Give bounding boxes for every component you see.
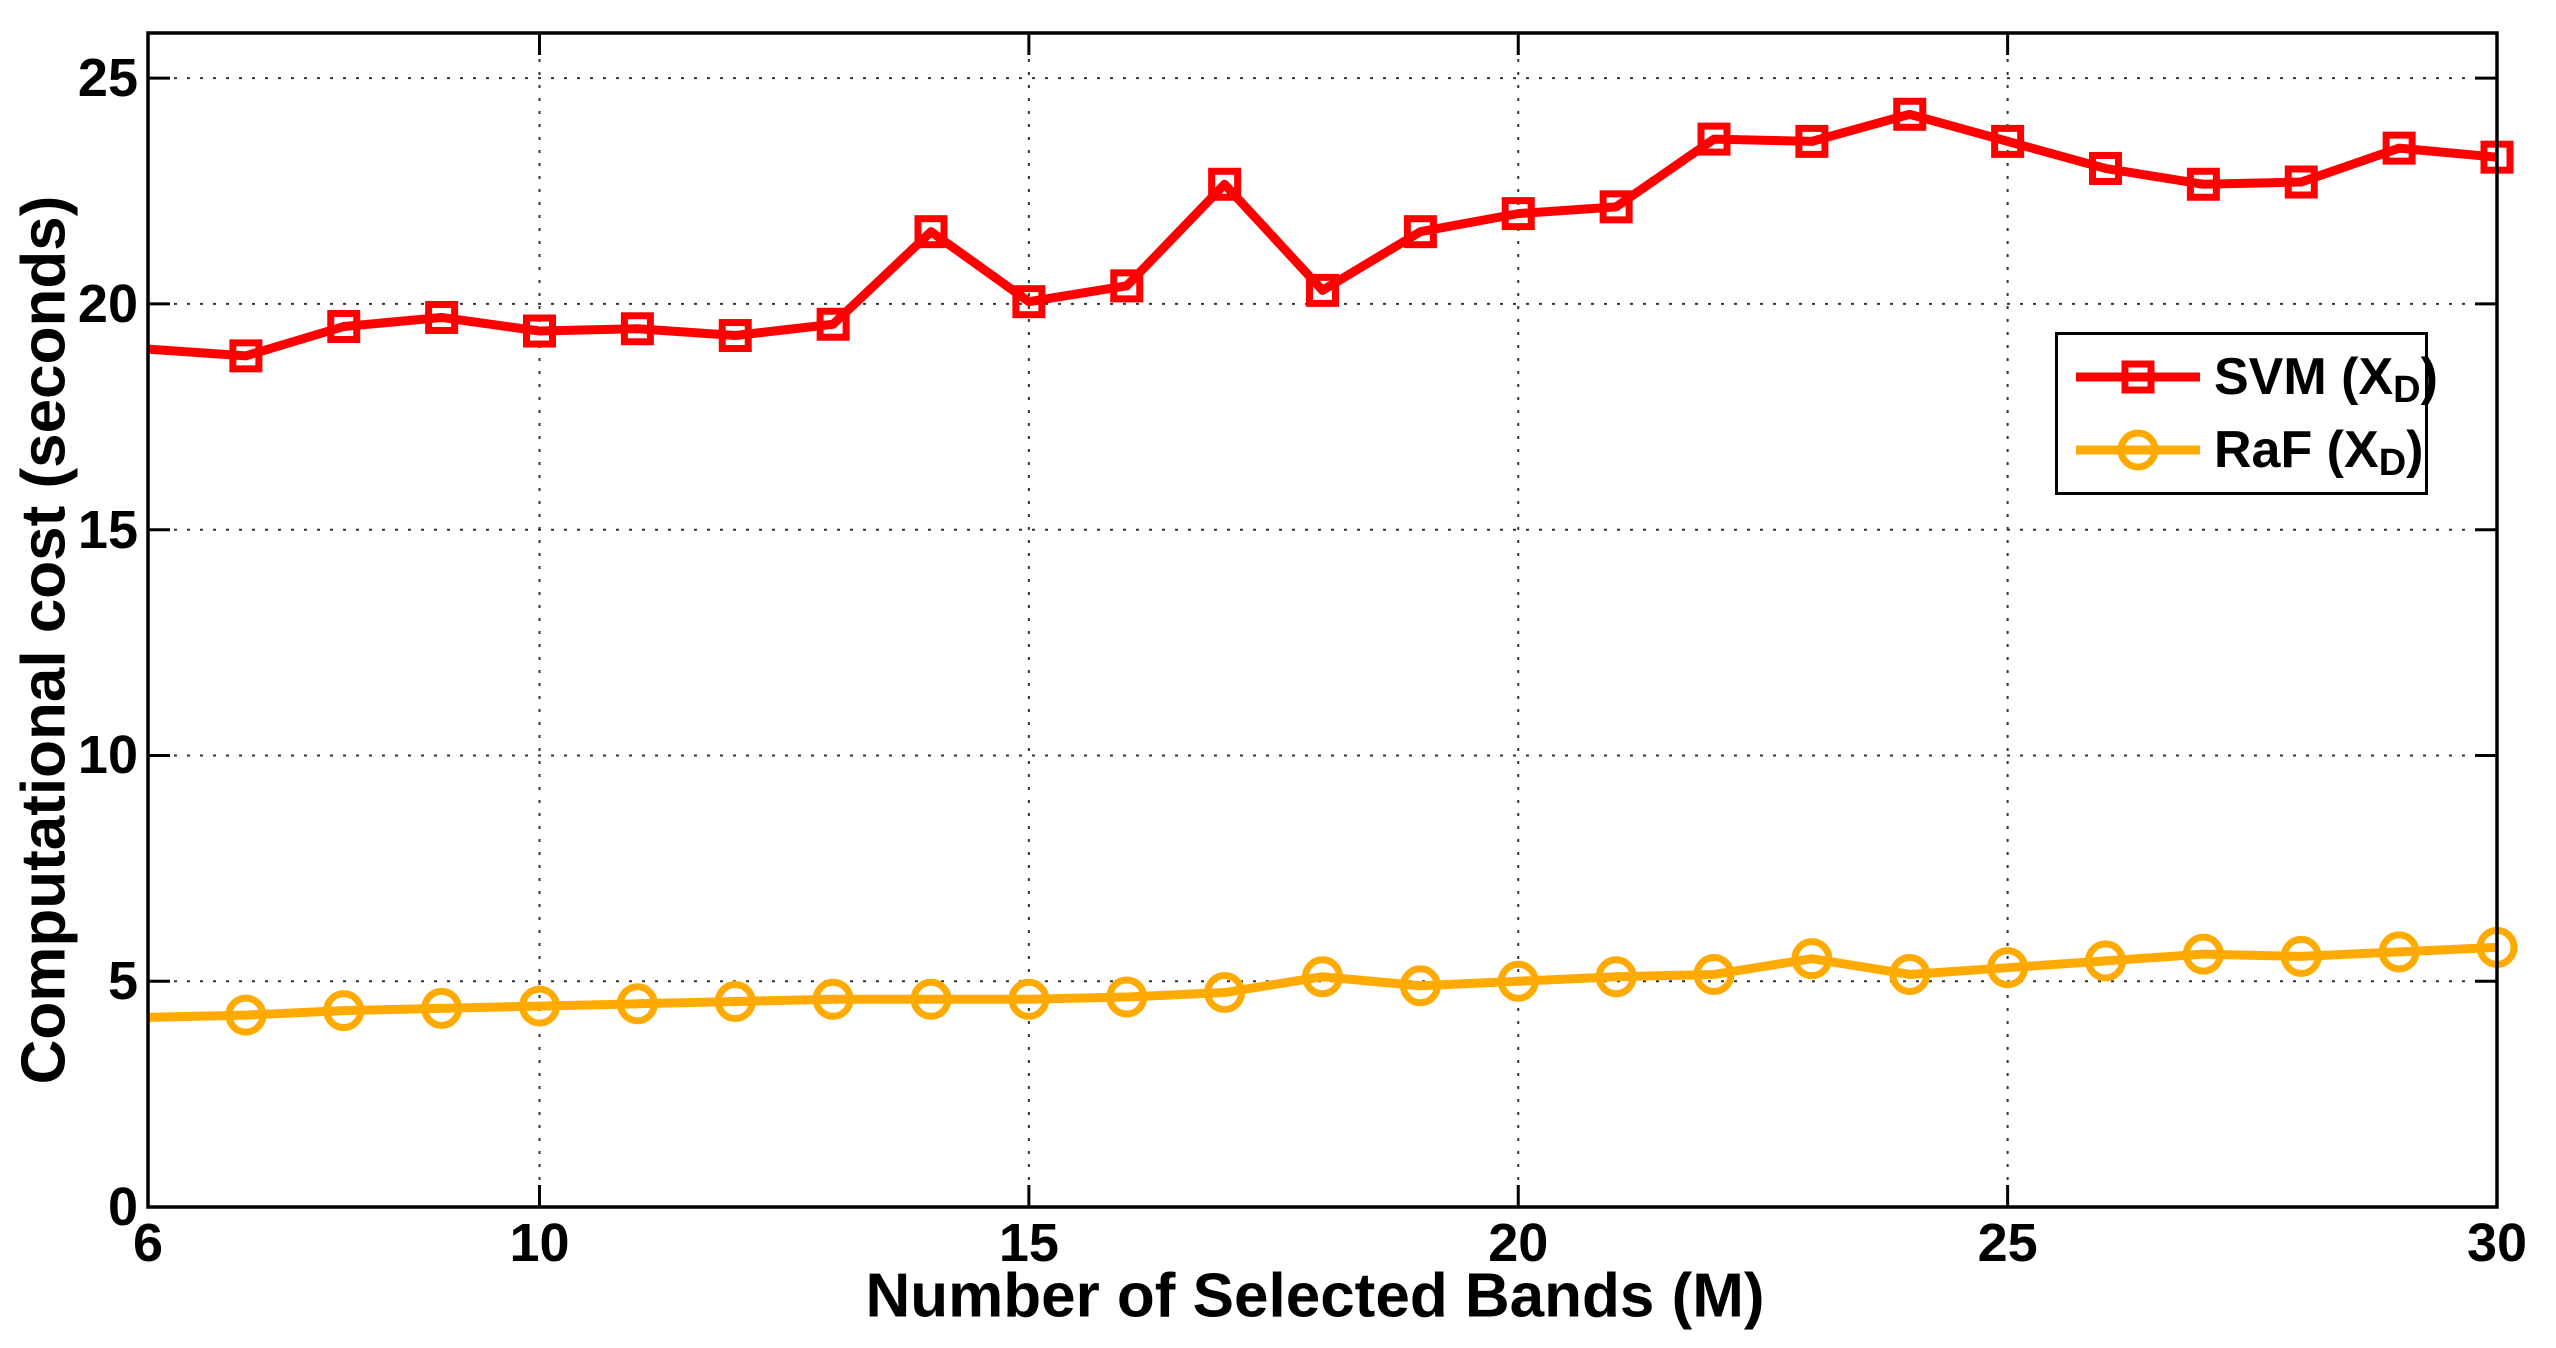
y-tick-label: 0 — [107, 1177, 138, 1237]
legend-line-square-marker-sample — [2072, 347, 2204, 407]
legend-label-svm: SVM (XD) — [2214, 347, 2438, 411]
legend-box: SVM (XD) RaF (XD) — [2055, 332, 2438, 495]
plot-area — [146, 31, 2518, 1209]
legend-row-svm: SVM (XD) — [2072, 345, 2438, 409]
x-tick-label: 30 — [2466, 1213, 2528, 1273]
legend-line-circle-marker-sample — [2072, 420, 2204, 480]
x-tick-label: 20 — [1488, 1213, 1549, 1273]
x-tick-label: 6 — [132, 1213, 164, 1273]
x-tick-label: 25 — [1977, 1213, 2038, 1273]
legend-row-raf: RaF (XD) — [2072, 418, 2425, 482]
x-tick-label: 10 — [509, 1213, 570, 1273]
x-tick-label: 15 — [998, 1213, 1059, 1273]
y-tick-label: 20 — [77, 273, 138, 334]
legend-label-raf: RaF (XD) — [2214, 421, 2424, 485]
y-tick-label: 10 — [77, 725, 138, 786]
y-tick-label: 25 — [77, 48, 138, 109]
y-tick-label: 5 — [107, 951, 138, 1012]
y-axis-label: Computational cost (seconds) — [9, 195, 79, 1085]
x-axis-label: Number of Selected Bands (M) — [865, 1261, 1765, 1331]
y-tick-label: 15 — [77, 499, 138, 560]
